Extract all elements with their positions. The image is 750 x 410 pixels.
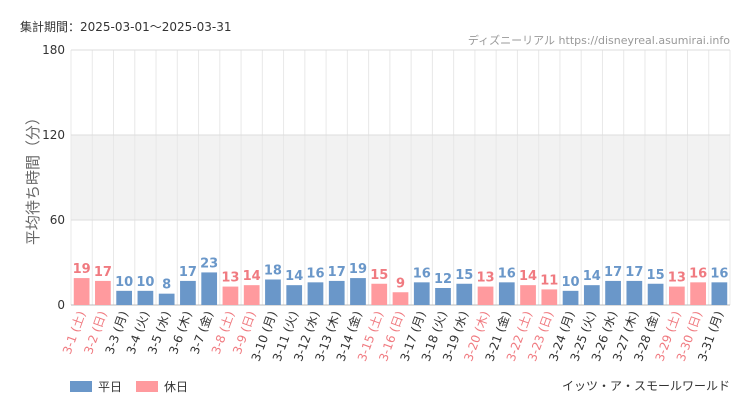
attraction-name: イッツ・ア・スモールワールド <box>561 379 730 393</box>
bar-value-label: 15 <box>370 268 388 283</box>
bar-value-label: 13 <box>476 271 494 286</box>
bar <box>668 286 685 305</box>
bar <box>180 280 196 305</box>
bar-value-label: 15 <box>647 268 665 283</box>
bar <box>626 280 643 305</box>
bar-value-label: 23 <box>200 256 218 271</box>
bar <box>562 290 579 305</box>
bar-value-label: 10 <box>136 275 154 290</box>
bar-value-label: 13 <box>668 271 686 286</box>
legend-holiday: 休日 <box>136 378 188 395</box>
bar-value-label: 19 <box>73 262 91 277</box>
bar-value-label: 17 <box>179 265 197 280</box>
bar-value-label: 17 <box>328 265 346 280</box>
bar-value-label: 14 <box>285 269 303 284</box>
y-tick-label: 180 <box>42 43 65 57</box>
bar-value-label: 13 <box>221 271 239 286</box>
y-tick-label: 120 <box>42 128 65 142</box>
bar-value-label: 16 <box>498 266 516 281</box>
y-axis-title: 平均待ち時間（分） <box>24 110 42 245</box>
bar <box>137 290 154 305</box>
bar-value-label: 14 <box>519 269 537 284</box>
bar-value-label: 18 <box>264 264 282 279</box>
bar <box>116 290 133 305</box>
bar <box>392 292 409 305</box>
legend-weekday-swatch <box>70 381 92 392</box>
bar <box>435 288 451 305</box>
site-credit: ディズニーリアル https://disneyreal.asumirai.inf… <box>467 34 730 47</box>
bar <box>477 286 494 305</box>
bar-value-label: 14 <box>583 269 601 284</box>
bar-value-label: 16 <box>306 266 324 281</box>
bar-value-label: 16 <box>413 266 431 281</box>
bar <box>498 282 515 305</box>
bar <box>413 282 430 305</box>
bar <box>95 280 111 305</box>
legend-weekday: 平日 <box>70 378 122 395</box>
legend-holiday-swatch <box>136 381 159 392</box>
bar-value-label: 10 <box>562 275 580 290</box>
bar-value-label: 16 <box>689 266 707 281</box>
bar <box>456 283 473 305</box>
bar-value-label: 12 <box>434 272 452 287</box>
bar <box>711 282 728 305</box>
legend-weekday-label: 平日 <box>98 380 123 394</box>
bar <box>605 280 621 305</box>
legend: 平日 休日 <box>70 378 202 395</box>
bar <box>201 272 218 305</box>
bar <box>371 283 388 305</box>
bar-value-label: 10 <box>115 275 133 290</box>
y-tick-label: 0 <box>57 298 65 312</box>
bar <box>690 282 706 305</box>
bar <box>647 283 664 305</box>
bar <box>158 293 175 305</box>
period-label: 集計期間：2025-03-01〜2025-03-31 <box>20 20 232 34</box>
bar-value-label: 11 <box>540 273 558 288</box>
bar <box>520 285 536 305</box>
bar <box>286 285 303 305</box>
bar <box>73 278 90 305</box>
bar-value-label: 8 <box>162 278 171 293</box>
bar <box>350 278 366 305</box>
bar-value-label: 17 <box>625 265 643 280</box>
bar-value-label: 16 <box>710 266 728 281</box>
bar-value-label: 19 <box>349 262 367 277</box>
bar <box>307 282 324 305</box>
y-tick-label: 60 <box>50 213 65 227</box>
bar <box>583 285 600 305</box>
bar-value-label: 17 <box>94 265 112 280</box>
bar <box>265 279 281 305</box>
bar-value-label: 15 <box>455 268 473 283</box>
bar <box>328 280 345 305</box>
bar <box>541 289 558 305</box>
bar <box>222 286 239 305</box>
bar <box>243 285 260 305</box>
bar-value-label: 9 <box>396 276 405 291</box>
legend-holiday-label: 休日 <box>164 380 189 394</box>
bar-value-label: 17 <box>604 265 622 280</box>
bar-value-label: 14 <box>243 269 261 284</box>
grid-band <box>71 135 730 220</box>
